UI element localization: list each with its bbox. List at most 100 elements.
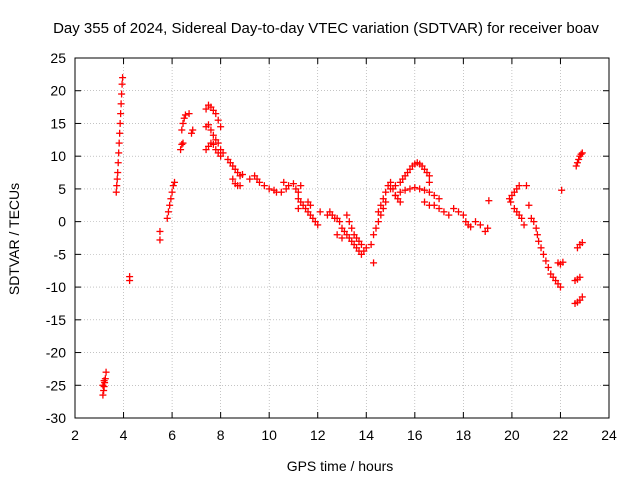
data-point bbox=[467, 223, 475, 231]
data-point bbox=[578, 239, 586, 247]
data-point bbox=[450, 205, 458, 213]
data-point bbox=[113, 175, 121, 183]
data-point bbox=[280, 178, 288, 186]
data-point bbox=[435, 195, 443, 203]
data-point bbox=[99, 381, 107, 389]
data-point bbox=[539, 250, 547, 258]
data-series-sdtvar bbox=[99, 74, 586, 399]
data-point bbox=[168, 188, 176, 196]
chart-title: Day 355 of 2024, Sidereal Day-to-day VTE… bbox=[53, 20, 599, 37]
data-point bbox=[333, 231, 341, 239]
data-point bbox=[156, 236, 164, 244]
y-tick-label: -30 bbox=[46, 410, 66, 426]
y-tick-label: -25 bbox=[46, 377, 66, 393]
data-point bbox=[180, 114, 188, 122]
data-point bbox=[294, 205, 302, 213]
data-point bbox=[205, 121, 212, 129]
data-point bbox=[188, 129, 196, 137]
y-tick-label: -20 bbox=[46, 345, 66, 361]
data-point bbox=[260, 182, 268, 190]
axis-ticks: 2 4 6 8 10 12 14 16 18 20 22 24-30-25-20-15-10-5051… bbox=[46, 50, 617, 443]
data-point bbox=[382, 188, 390, 196]
data-point bbox=[370, 259, 378, 267]
data-point bbox=[357, 241, 365, 249]
data-point bbox=[542, 257, 550, 265]
x-tick-label: 24 bbox=[601, 427, 617, 443]
y-tick-label: 20 bbox=[50, 83, 66, 99]
data-point bbox=[179, 139, 187, 147]
x-tick-label: 20 bbox=[504, 427, 520, 443]
data-point bbox=[119, 74, 127, 82]
data-point bbox=[396, 198, 404, 206]
x-tick-label: 4 bbox=[120, 427, 128, 443]
plot-frame bbox=[74, 57, 610, 419]
y-tick-label: -15 bbox=[46, 312, 66, 328]
data-point bbox=[530, 218, 538, 226]
data-point bbox=[236, 182, 244, 190]
data-point bbox=[189, 126, 197, 134]
y-tick-label: -10 bbox=[46, 279, 66, 295]
data-point bbox=[367, 241, 375, 249]
data-point bbox=[525, 201, 533, 209]
data-point bbox=[401, 186, 409, 194]
data-point bbox=[289, 180, 297, 188]
data-point bbox=[559, 258, 567, 266]
data-point bbox=[306, 201, 314, 209]
data-point bbox=[214, 116, 222, 124]
data-point bbox=[374, 218, 382, 226]
data-point bbox=[246, 175, 254, 183]
x-tick-label: 22 bbox=[553, 427, 569, 443]
data-point bbox=[285, 182, 293, 190]
data-point bbox=[102, 368, 110, 376]
data-point bbox=[163, 214, 171, 222]
x-tick-label: 10 bbox=[261, 427, 277, 443]
data-point bbox=[348, 224, 356, 232]
x-tick-label: 16 bbox=[407, 427, 423, 443]
data-point bbox=[372, 224, 380, 232]
data-point bbox=[117, 110, 125, 118]
data-point bbox=[209, 140, 217, 148]
data-point bbox=[537, 244, 545, 252]
data-point bbox=[556, 283, 564, 291]
data-point bbox=[118, 80, 126, 88]
data-point bbox=[185, 110, 193, 118]
data-point bbox=[445, 211, 453, 219]
data-point bbox=[391, 191, 399, 199]
data-point bbox=[316, 208, 324, 216]
data-point bbox=[238, 171, 246, 179]
data-point bbox=[507, 198, 515, 206]
data-point bbox=[212, 110, 220, 118]
data-point bbox=[430, 201, 438, 209]
data-point bbox=[338, 234, 346, 242]
data-point bbox=[169, 182, 177, 190]
data-point bbox=[207, 126, 215, 134]
data-point bbox=[294, 188, 302, 196]
data-point bbox=[533, 231, 541, 239]
data-point bbox=[425, 172, 433, 180]
data-point bbox=[255, 178, 263, 186]
data-point bbox=[116, 119, 124, 127]
x-tick-label: 18 bbox=[456, 427, 472, 443]
data-point bbox=[117, 100, 125, 108]
data-point bbox=[343, 211, 351, 219]
data-point bbox=[518, 214, 526, 222]
x-tick-label: 8 bbox=[217, 427, 225, 443]
data-point bbox=[345, 218, 353, 226]
data-point bbox=[370, 231, 378, 239]
data-point bbox=[573, 159, 581, 167]
y-tick-label: 5 bbox=[58, 181, 66, 197]
data-point bbox=[114, 169, 122, 177]
data-point bbox=[229, 175, 237, 183]
data-point bbox=[522, 182, 530, 190]
x-tick-label: 14 bbox=[358, 427, 374, 443]
data-point bbox=[377, 201, 385, 209]
data-point bbox=[515, 182, 523, 190]
data-point bbox=[430, 191, 438, 199]
data-point bbox=[217, 152, 225, 160]
data-point bbox=[178, 140, 186, 148]
data-point bbox=[425, 178, 433, 186]
data-point bbox=[374, 208, 382, 216]
data-point bbox=[455, 208, 463, 216]
data-point bbox=[425, 188, 433, 196]
